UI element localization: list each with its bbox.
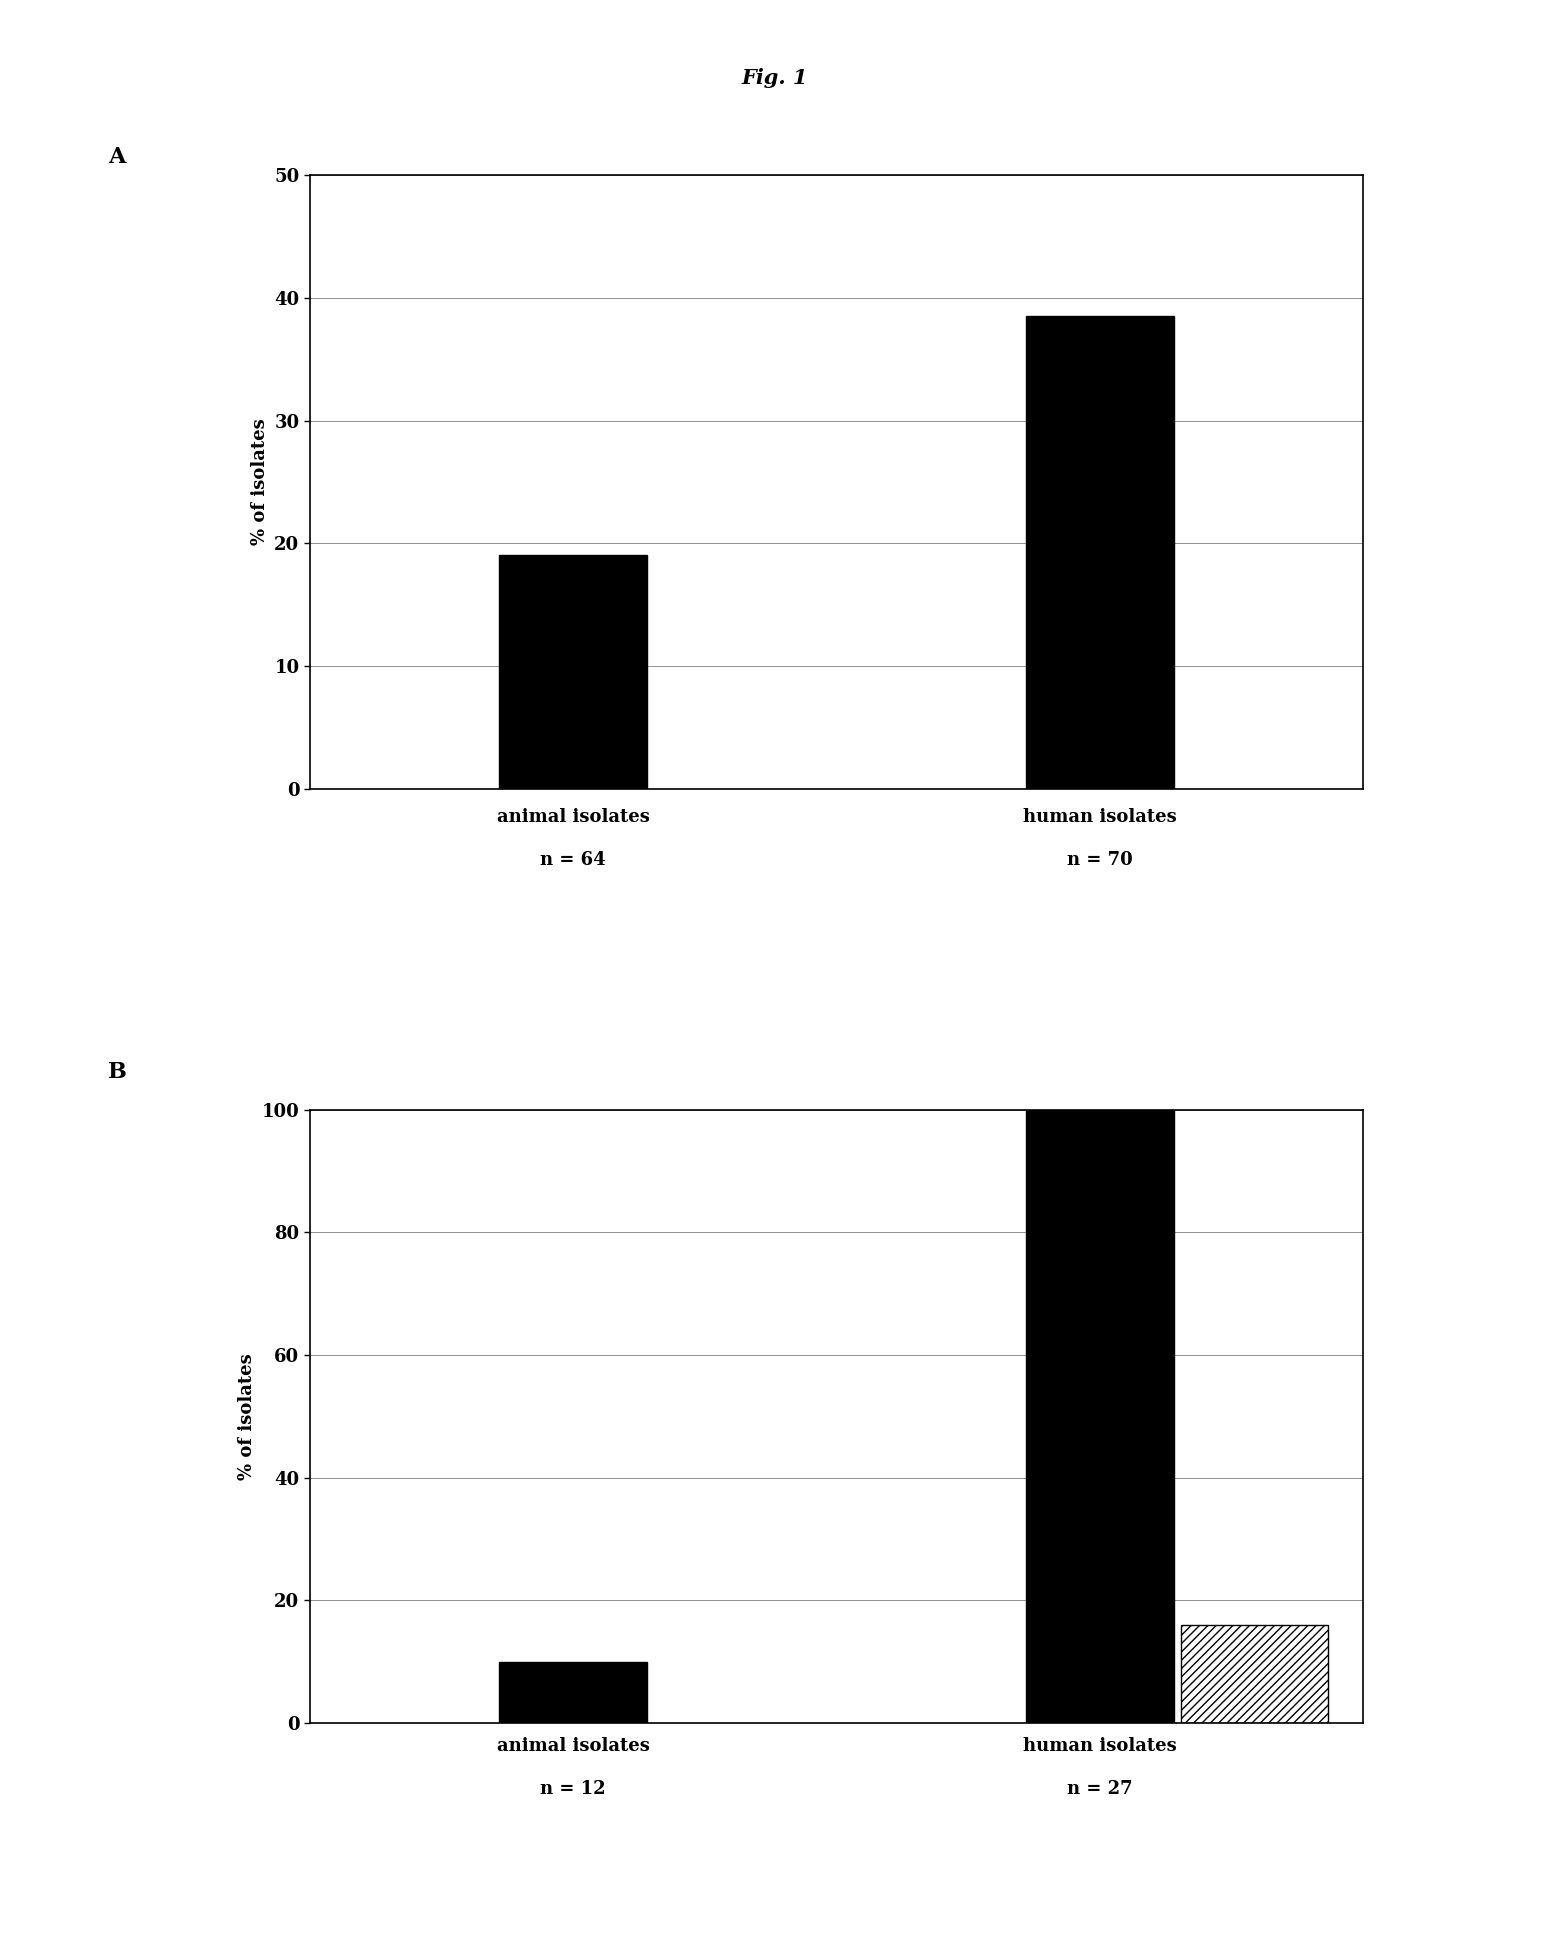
Text: animal isolates: animal isolates xyxy=(497,1737,649,1754)
Text: human isolates: human isolates xyxy=(1022,1737,1177,1754)
Bar xyxy=(1025,1110,1174,1723)
Bar xyxy=(1025,315,1174,789)
Bar xyxy=(1180,1626,1329,1723)
Text: Fig. 1: Fig. 1 xyxy=(742,68,807,88)
Text: n = 27: n = 27 xyxy=(1067,1780,1132,1797)
Text: animal isolates: animal isolates xyxy=(497,808,649,826)
Bar xyxy=(499,555,647,789)
Text: B: B xyxy=(108,1061,127,1083)
Bar xyxy=(499,1661,647,1723)
Text: human isolates: human isolates xyxy=(1022,808,1177,826)
Text: A: A xyxy=(108,146,125,167)
Y-axis label: % of isolates: % of isolates xyxy=(239,1353,256,1480)
Text: n = 70: n = 70 xyxy=(1067,851,1132,868)
Y-axis label: % of isolates: % of isolates xyxy=(251,419,268,545)
Text: n = 12: n = 12 xyxy=(541,1780,606,1797)
Text: n = 64: n = 64 xyxy=(541,851,606,868)
